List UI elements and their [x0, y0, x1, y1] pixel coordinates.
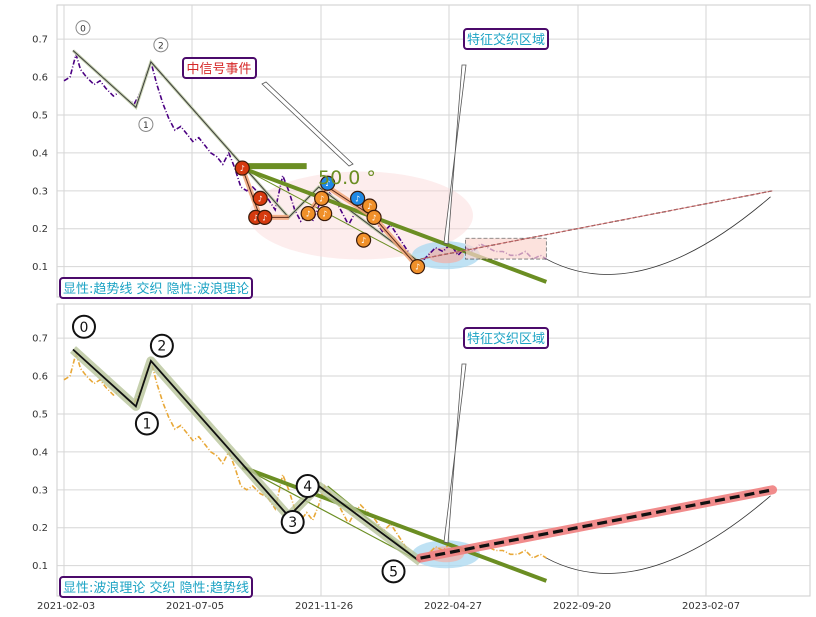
wave-point-label: 4 — [303, 479, 312, 495]
annotation-box-frame — [463, 28, 549, 50]
x-tick-label: 2021-07-05 — [166, 601, 224, 612]
y-tick-label: 0.5 — [32, 110, 48, 121]
panel-top: 0.10.20.30.40.50.60.7♪♪♪ ♪ ♪♪♪♪♪♪♪♪♪01250.… — [32, 4, 811, 299]
signal-marker-glyph: ♪ — [306, 210, 311, 219]
x-tick-label: 2022-04-27 — [424, 601, 482, 612]
forecast-box — [465, 237, 547, 260]
annotation-legend-label: 显性:趋势线 交织 隐性:波浪理论 — [63, 281, 249, 297]
x-tick-label: 2021-02-03 — [37, 601, 95, 612]
wave-point-label: 0 — [80, 320, 89, 336]
trendline-down — [241, 465, 548, 583]
wave-line — [72, 348, 422, 563]
signal-marker — [252, 190, 268, 207]
y-tick-label: 0.6 — [32, 372, 48, 383]
wave-point-label: 2 — [158, 41, 164, 51]
annotation-box-frame — [59, 576, 253, 598]
signal-marker-glyph: ♪ — [253, 213, 258, 222]
wave-point-marker — [295, 474, 320, 499]
wave-point-marker — [153, 37, 169, 53]
annotation-event-box: 中信号事件 — [182, 57, 257, 79]
annotation-zone-box: 特征交织区域 — [463, 327, 549, 349]
annotation-legend-box: 显性:波浪理论 交织 隐性:趋势线 — [59, 576, 253, 598]
wave-point-label: 1 — [143, 121, 149, 131]
annotation-event-label: 中信号事件 — [186, 62, 251, 77]
y-tick-label: 0.7 — [32, 334, 48, 345]
signal-marker — [356, 232, 372, 248]
wave-point-label: 3 — [288, 515, 297, 531]
annotation-arrow — [443, 363, 467, 544]
y-tick-label: 0.7 — [32, 35, 48, 46]
signal-marker — [234, 160, 250, 176]
signal-marker — [366, 209, 382, 225]
signal-marker-glyph: ♪ — [325, 179, 330, 188]
segment-line — [373, 217, 418, 267]
annotation-box-frame — [182, 57, 257, 79]
event-arrow — [261, 81, 354, 167]
angle-label: 50.0 ° — [318, 167, 376, 189]
price-series-line — [63, 51, 547, 264]
annotation-zone-label: 特征交织区域 — [467, 331, 545, 347]
wave-point-marker — [149, 333, 174, 358]
x-tick-label: 2022-09-20 — [553, 601, 611, 612]
y-tick-label: 0.5 — [32, 409, 48, 420]
signal-marker — [314, 190, 330, 207]
signal-marker-glyph: ♪ — [367, 202, 372, 211]
wave-point-label: 0 — [80, 24, 86, 34]
annotation-zone-label: 特征交织区域 — [467, 32, 545, 48]
wave-line — [72, 50, 421, 264]
y-tick-label: 0.2 — [32, 224, 48, 235]
y-tick-label: 0.1 — [32, 561, 48, 572]
signal-marker-glyph: ♪ — [319, 194, 324, 203]
signal-marker-glyph: ♪ — [262, 213, 267, 222]
signal-marker — [300, 205, 316, 222]
signal-marker — [320, 175, 336, 191]
x-tick-label: 2021-11-26 — [295, 601, 353, 612]
annotation-zone-box: 特征交织区域 — [463, 28, 549, 50]
signal-marker — [257, 209, 273, 225]
signal-marker — [350, 190, 366, 207]
signal-marker-glyph: ♪ — [361, 236, 366, 245]
trendline-down — [241, 166, 548, 284]
x-tick-label: 2023-02-07 — [682, 601, 740, 612]
signal-marker-glyph: ♪ — [322, 210, 327, 219]
panel-bottom: 0.1 0.2 0.3 0.4 0.5 0.6 0.7 0 1 2 3 4 5 特征交织区域显性:波浪理论… — [32, 303, 811, 612]
y-tick-label: 0.6 — [32, 73, 48, 84]
y-tick-label: 0.3 — [32, 186, 48, 197]
signal-marker-glyph: ♪ — [258, 194, 263, 203]
segment-line — [241, 167, 261, 218]
wave-point-label: 5 — [389, 564, 398, 580]
y-tick-label: 0.1 — [32, 262, 48, 273]
annotation-legend-label: 显性:波浪理论 交织 隐性:趋势线 — [63, 580, 249, 596]
wave-point-marker — [75, 20, 91, 36]
wave-point-marker — [134, 411, 159, 436]
wave-point-marker — [138, 116, 154, 132]
wave-point-marker — [71, 314, 96, 339]
annotation-box-frame — [463, 327, 549, 349]
annotation-box-frame — [59, 277, 253, 299]
y-tick-label: 0.2 — [32, 523, 48, 534]
trendline-thin — [241, 466, 421, 563]
forecast-band — [416, 485, 778, 563]
signal-marker-glyph: ♪ — [355, 194, 360, 203]
forecast-arc — [546, 196, 771, 275]
y-tick-label: 0.4 — [32, 447, 48, 458]
forecast-arc — [546, 495, 771, 574]
signal-marker — [409, 259, 426, 275]
y-tick-label: 0.4 — [32, 148, 48, 159]
forecast-line-tint — [420, 190, 773, 260]
signal-marker-glyph: ♪ — [415, 263, 420, 272]
annotation-arrow — [443, 64, 467, 245]
wave-point-label: 1 — [142, 416, 151, 432]
wave-point-label: 2 — [157, 339, 166, 355]
signal-marker-glyph: ♪ — [240, 164, 245, 173]
signal-marker-glyph: ♪ — [372, 213, 377, 222]
annotation-legend-box: 显性:趋势线 交织 隐性:波浪理论 — [59, 277, 253, 299]
signal-marker — [317, 205, 333, 222]
wave-point-marker — [280, 510, 305, 535]
y-tick-label: 0.3 — [32, 485, 48, 496]
wave-point-marker — [381, 559, 406, 584]
